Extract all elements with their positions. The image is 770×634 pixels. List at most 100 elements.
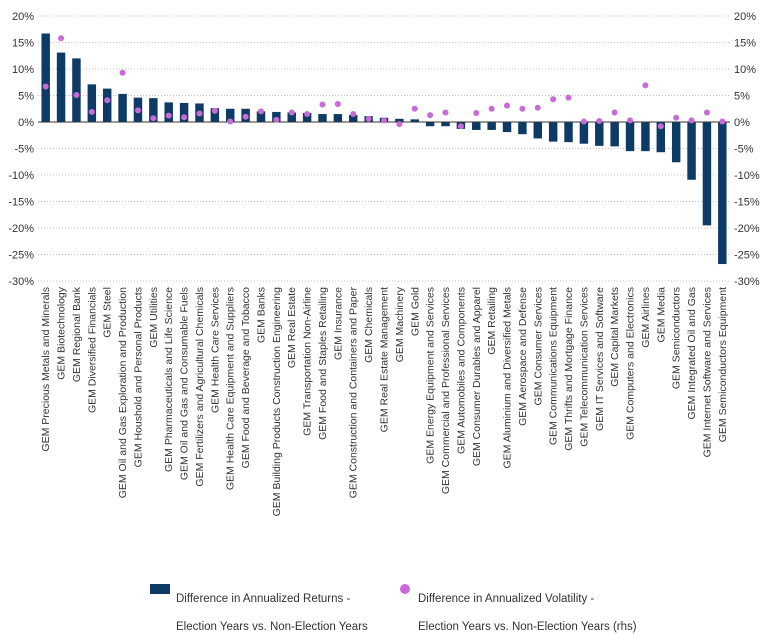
left-axis-ticks: 20% 15% 10% 5% 0% -5% -10% -15% -20% -25% -30% bbox=[8, 11, 34, 288]
volatility-point bbox=[565, 94, 572, 101]
category-label: GEM Integrated Oil and Gas bbox=[686, 287, 698, 419]
right-tick-label: -5% bbox=[734, 144, 754, 156]
bar bbox=[687, 122, 696, 180]
bar bbox=[56, 52, 66, 122]
volatility-point bbox=[334, 100, 341, 107]
bar bbox=[256, 111, 266, 122]
category-label: GEM Real Estate bbox=[286, 287, 298, 368]
bar bbox=[318, 114, 327, 122]
category-label: GEM Aluminium and Diversified Metals bbox=[502, 287, 514, 468]
volatility-point bbox=[104, 97, 111, 104]
right-axis-ticks: 20% 15% 10% 5% 0% -5% -10% -15% -20% -25% -30% bbox=[734, 11, 760, 288]
category-label: GEM Real Estate Management bbox=[379, 287, 391, 432]
bar bbox=[302, 112, 312, 122]
bar bbox=[518, 122, 527, 135]
bar bbox=[179, 102, 189, 122]
bar bbox=[149, 98, 158, 122]
bar bbox=[395, 118, 404, 122]
category-label: GEM Chemicals bbox=[363, 287, 375, 363]
category-label: GEM Commercial and Professional Services bbox=[440, 287, 452, 494]
volatility-point bbox=[227, 118, 234, 125]
category-label: GEM Steel bbox=[102, 287, 114, 338]
bar bbox=[564, 122, 573, 143]
category-label: GEM Semiconductors bbox=[671, 287, 683, 389]
volatility-point bbox=[488, 105, 495, 112]
volatility-point bbox=[473, 109, 480, 116]
category-label: GEM Precious Metals and Minerals bbox=[40, 287, 52, 452]
volatility-point bbox=[350, 111, 357, 118]
bar bbox=[641, 122, 650, 152]
category-label: GEM Building Products Construction Engin… bbox=[271, 287, 283, 517]
volatility-point bbox=[73, 91, 80, 98]
volatility-point bbox=[642, 82, 649, 89]
category-label: GEM Banks bbox=[255, 287, 267, 343]
volatility-point bbox=[596, 117, 603, 124]
category-label: GEM Automobiles and Components bbox=[455, 287, 467, 454]
bar bbox=[718, 122, 727, 265]
right-tick-label: 0% bbox=[734, 117, 750, 129]
category-label: GEM Consumer Durables and Apparel bbox=[471, 287, 483, 466]
right-tick-label: -10% bbox=[734, 170, 760, 182]
bar bbox=[625, 122, 635, 152]
volatility-point bbox=[457, 123, 464, 130]
left-tick-label: -30% bbox=[8, 276, 34, 288]
bar bbox=[472, 122, 481, 130]
bar bbox=[41, 33, 50, 122]
category-label: GEM Media bbox=[655, 287, 667, 343]
left-tick-label: -15% bbox=[8, 197, 34, 209]
legend-volatility-line2: Election Years vs. Non-Election Years (r… bbox=[418, 621, 637, 633]
volatility-point bbox=[119, 69, 126, 76]
left-tick-label: -25% bbox=[8, 250, 34, 262]
legend-dot-swatch bbox=[400, 584, 410, 594]
category-label: GEM Oil and Gas Exploration and Producti… bbox=[117, 287, 129, 498]
volatility-point bbox=[319, 101, 326, 108]
category-label: GEM Internet Software and Services bbox=[701, 287, 713, 457]
bar bbox=[610, 122, 619, 147]
legend-label-returns: Difference in Annualized Returns - Elect… bbox=[176, 578, 368, 634]
category-label: GEM Retailing bbox=[486, 287, 498, 355]
chart: 20% 15% 10% 5% 0% -5% -10% -15% -20% -25% -30% 20%… bbox=[8, 11, 760, 517]
legend-volatility-line1: Difference in Annualized Volatility - bbox=[418, 593, 595, 605]
volatility-point bbox=[611, 109, 618, 116]
bar bbox=[164, 102, 173, 122]
right-tick-label: -15% bbox=[734, 197, 760, 209]
volatility-point bbox=[657, 123, 664, 130]
category-label: GEM Machinery bbox=[394, 286, 406, 362]
volatility-point bbox=[42, 83, 49, 90]
volatility-point bbox=[442, 109, 449, 116]
left-tick-label: -20% bbox=[8, 223, 34, 235]
bar bbox=[72, 58, 81, 122]
volatility-point bbox=[703, 109, 710, 116]
bar bbox=[441, 122, 450, 127]
category-label: GEM Construction and Containers and Pape… bbox=[348, 287, 360, 499]
category-label: GEM Oil and Gas and Consumable Fuels bbox=[179, 287, 191, 480]
volatility-point bbox=[196, 110, 203, 117]
volatility-point bbox=[288, 109, 295, 116]
volatility-point bbox=[211, 107, 218, 114]
right-tick-label: -25% bbox=[734, 250, 760, 262]
legend-returns-line2: Election Years vs. Non-Election Years bbox=[176, 621, 368, 633]
category-label: GEM Communications Equipment bbox=[548, 287, 560, 445]
category-label: GEM Insurance bbox=[332, 287, 344, 360]
bar bbox=[579, 122, 589, 144]
category-label: GEM Gold bbox=[409, 287, 421, 336]
volatility-point bbox=[365, 115, 372, 122]
bar bbox=[671, 122, 681, 163]
category-label: GEM Airlines bbox=[640, 287, 652, 348]
category-label: GEM Health Care Services bbox=[209, 287, 221, 413]
category-label: GEM Semiconductors Equipment bbox=[717, 287, 729, 442]
volatility-point bbox=[673, 114, 680, 121]
volatility-point bbox=[273, 116, 280, 123]
bar bbox=[548, 122, 558, 142]
legend-item-returns: Difference in Annualized Returns - Elect… bbox=[150, 578, 368, 634]
volatility-point bbox=[134, 107, 141, 114]
category-label: GEM Food and Beverage and Tobacco bbox=[240, 287, 252, 469]
category-label: GEM Thrifts and Mortgage Finance bbox=[563, 287, 575, 451]
volatility-point bbox=[304, 111, 311, 118]
bar bbox=[210, 108, 220, 122]
volatility-point bbox=[627, 117, 634, 124]
bar bbox=[118, 93, 127, 122]
bar bbox=[410, 119, 419, 122]
volatility-point bbox=[580, 118, 587, 125]
category-label: GEM Utilities bbox=[148, 287, 160, 348]
